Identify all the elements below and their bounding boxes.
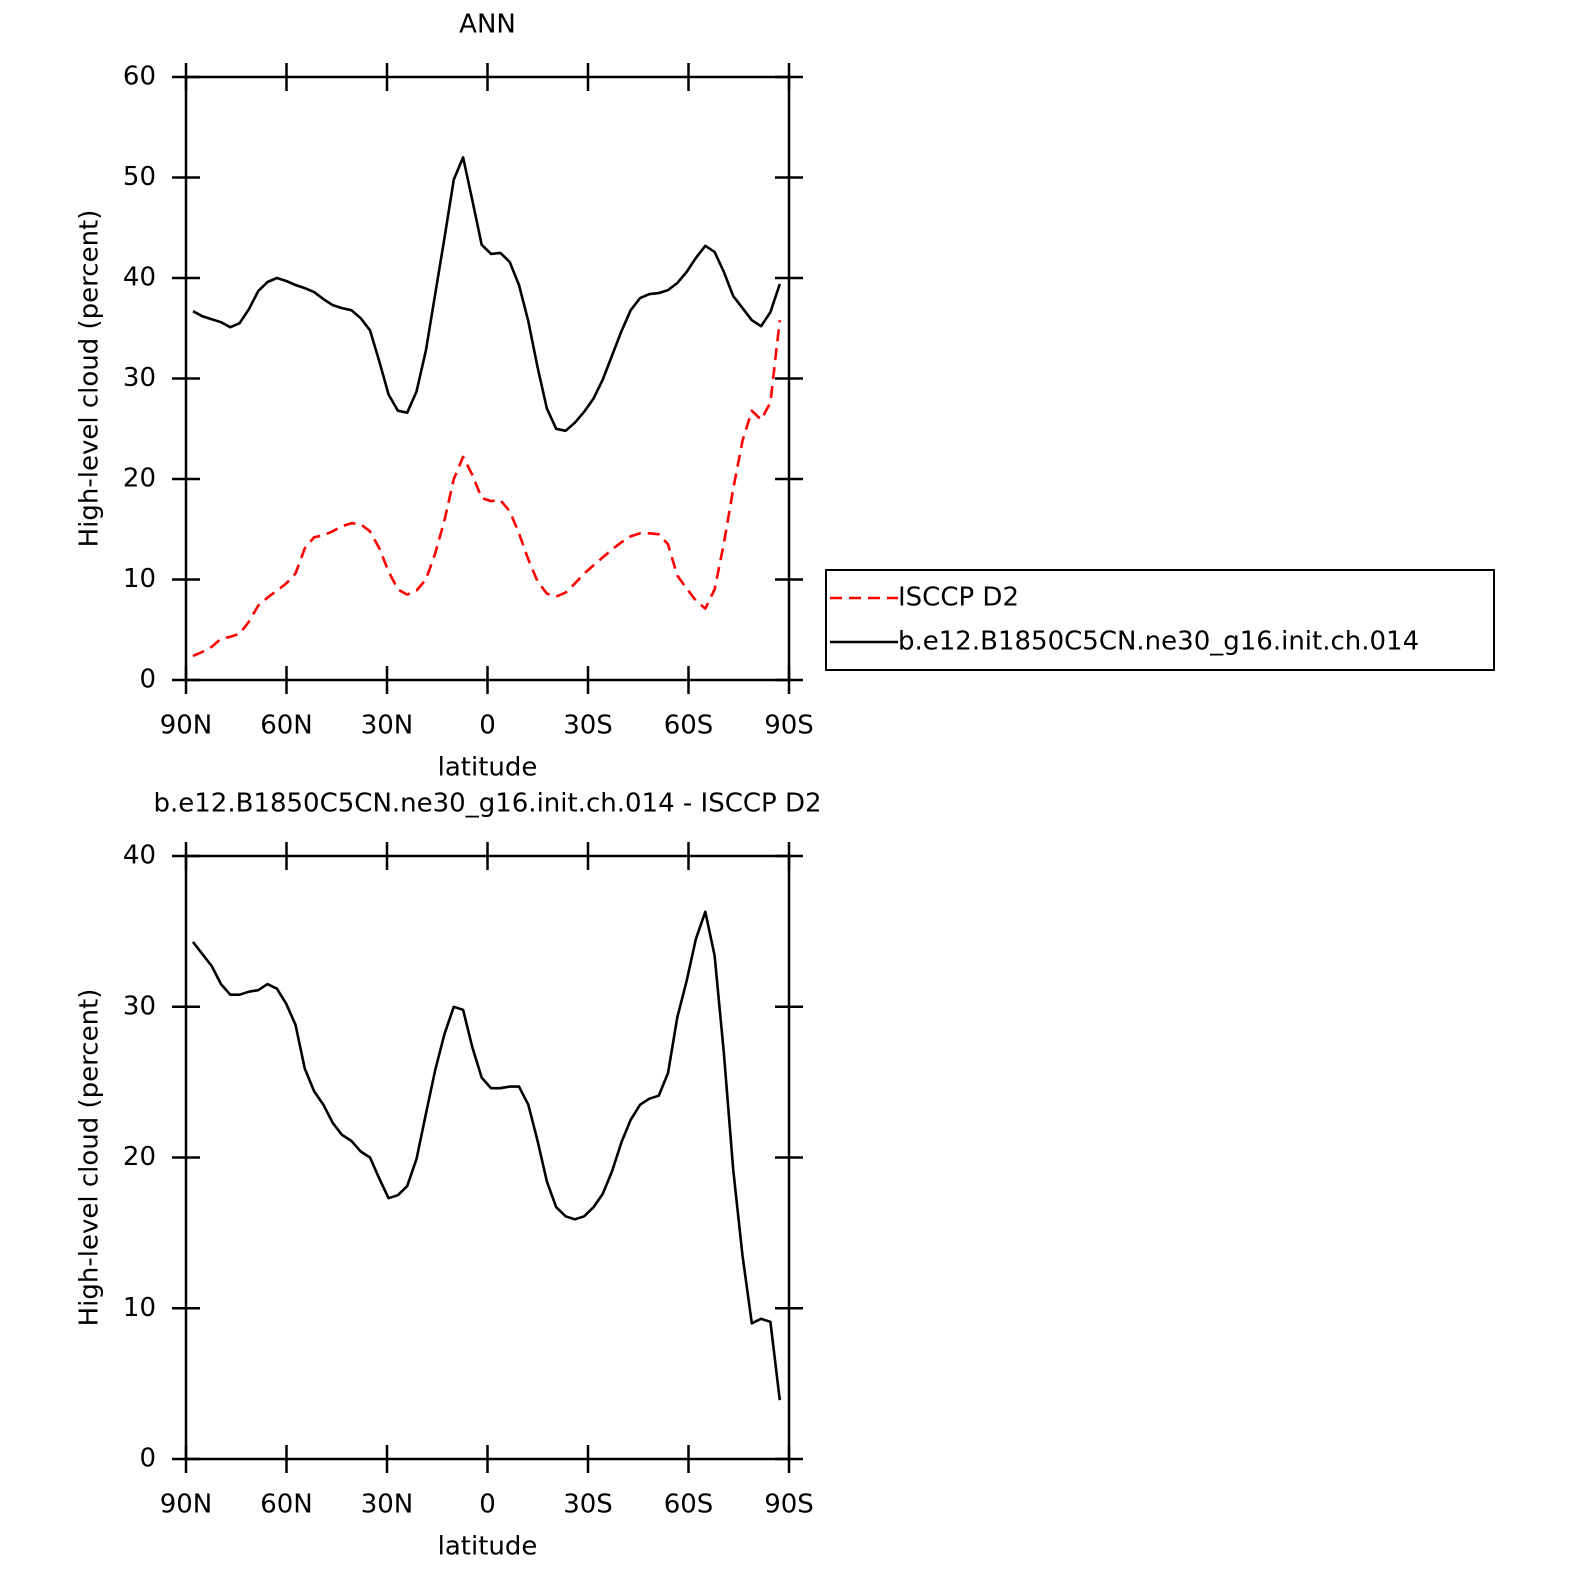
x-tick-label: 0	[479, 1490, 496, 1520]
plot-frame	[184, 854, 791, 1461]
x-tick-label: 90S	[764, 711, 814, 741]
legend-box	[825, 569, 1495, 671]
y-tick-label: 0	[139, 665, 156, 695]
y-tick-label: 30	[123, 363, 156, 393]
y-tick-label: 10	[123, 1293, 156, 1323]
y-tick-label: 30	[123, 991, 156, 1021]
x-tick-label: 60S	[664, 1490, 714, 1520]
y-tick-label: 40	[123, 841, 156, 871]
chart-title: ANN	[459, 10, 516, 40]
y-tick-label: 10	[123, 564, 156, 594]
chart-title: b.e12.B1850C5CN.ne30_g16.init.ch.014 - I…	[153, 789, 821, 819]
x-tick-label: 90N	[160, 711, 213, 741]
legend-label: ISCCP D2	[898, 583, 1019, 613]
x-tick-label: 30N	[361, 711, 414, 741]
y-tick-label: 20	[123, 464, 156, 494]
x-tick-label: 30N	[361, 1490, 414, 1520]
data-line	[192, 156, 782, 433]
y-tick-label: 60	[123, 62, 156, 92]
x-tick-label: 60N	[260, 711, 313, 741]
x-tick-label: 60N	[260, 1490, 313, 1520]
x-tick-label: 0	[479, 711, 496, 741]
y-tick-label: 40	[123, 263, 156, 293]
plot-frame	[184, 75, 791, 682]
x-tick-label: 90N	[160, 1490, 213, 1520]
data-line	[191, 910, 782, 1401]
y-tick-label: 20	[123, 1142, 156, 1172]
x-tick-label: 60S	[664, 711, 714, 741]
y-axis-label: High-level cloud (percent)	[75, 210, 105, 548]
x-tick-label: 30S	[563, 711, 613, 741]
y-axis-label: High-level cloud (percent)	[75, 989, 105, 1327]
x-tick-label: 30S	[563, 1490, 613, 1520]
x-axis-label: latitude	[438, 1532, 538, 1562]
legend-label: b.e12.B1850C5CN.ne30_g16.init.ch.014	[898, 627, 1419, 657]
data-line	[192, 320, 782, 658]
y-tick-label: 50	[123, 162, 156, 192]
y-tick-label: 0	[139, 1444, 156, 1474]
x-tick-label: 90S	[764, 1490, 814, 1520]
x-axis-label: latitude	[438, 753, 538, 783]
